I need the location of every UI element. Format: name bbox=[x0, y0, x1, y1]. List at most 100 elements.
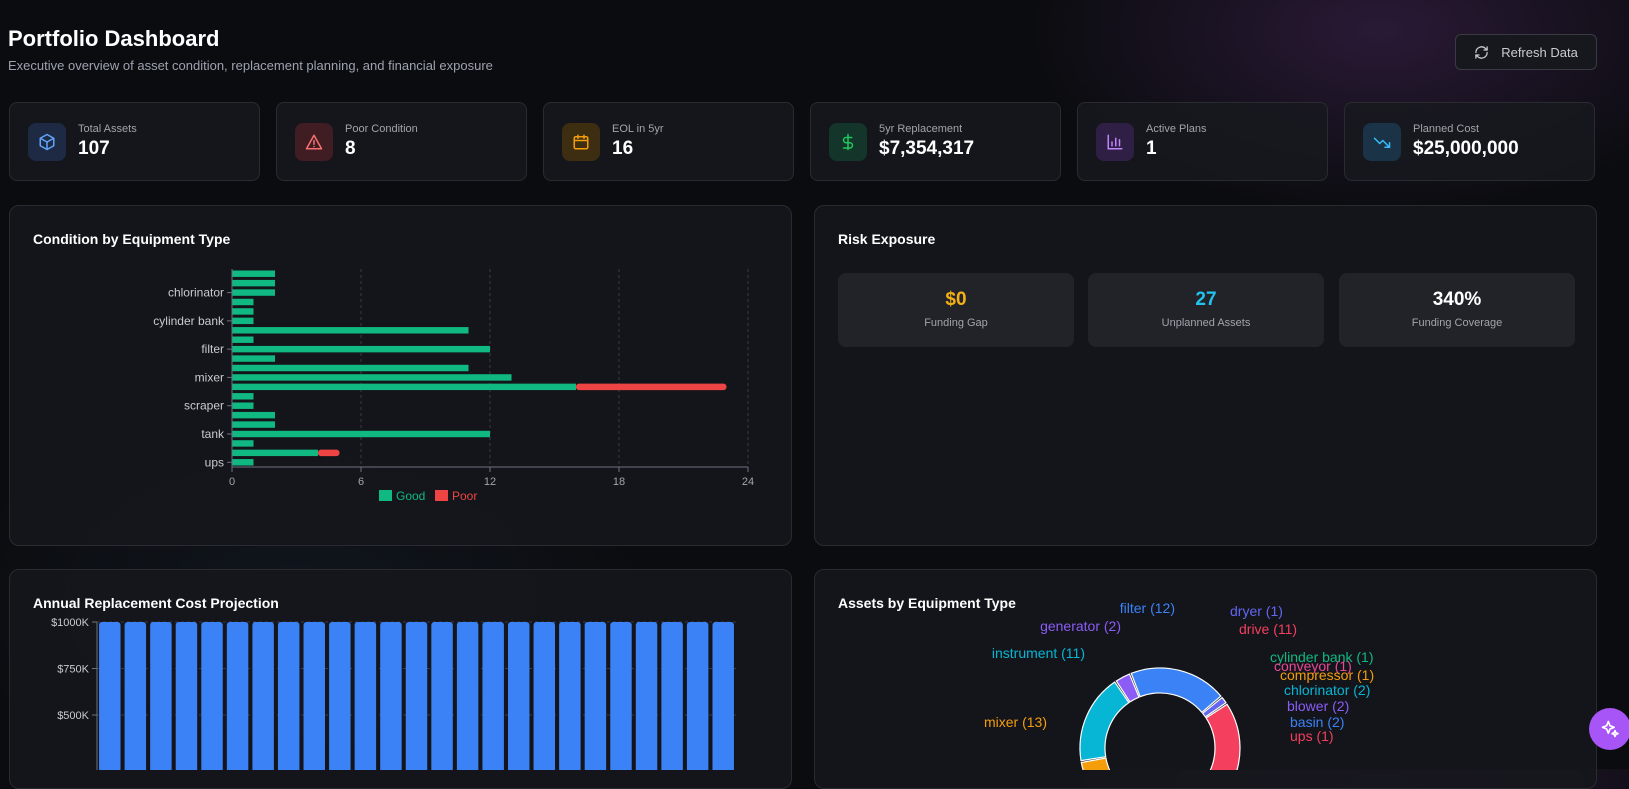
cost-bar bbox=[584, 622, 607, 770]
cost-bar bbox=[277, 622, 300, 770]
kpi-label: 5yr Replacement bbox=[879, 123, 963, 135]
y-tick-label: scraper bbox=[184, 399, 224, 413]
slice-label: filter (12) bbox=[1120, 600, 1175, 616]
kpi-active-plans[interactable]: Active Plans 1 bbox=[1077, 102, 1328, 181]
slice-label: generator (2) bbox=[1040, 618, 1121, 634]
x-tick-label: 12 bbox=[484, 476, 496, 488]
y-tick-label: ups bbox=[205, 455, 224, 469]
good-bar bbox=[232, 421, 275, 428]
kpi-value: 107 bbox=[78, 138, 110, 159]
unplanned-assets-value: 27 bbox=[1195, 289, 1217, 310]
kpi-label: Poor Condition bbox=[345, 123, 418, 135]
good-bar bbox=[232, 449, 318, 457]
cost-bar bbox=[405, 622, 428, 770]
kpi-label: Planned Cost bbox=[1413, 123, 1480, 135]
poor-bar bbox=[576, 383, 727, 391]
good-bar bbox=[232, 440, 254, 447]
y-tick-label: tank bbox=[201, 427, 225, 441]
card-title: Annual Replacement Cost Projection bbox=[33, 595, 279, 611]
legend-label-good: Good bbox=[396, 489, 425, 503]
donut-slice bbox=[1080, 757, 1111, 770]
kpi-eol-5yr[interactable]: EOL in 5yr 16 bbox=[543, 102, 794, 181]
cost-bar bbox=[508, 622, 530, 770]
x-tick-label: 18 bbox=[613, 476, 625, 488]
slice-label: drive (11) bbox=[1239, 621, 1297, 637]
good-bar bbox=[232, 430, 490, 438]
card-title: Assets by Equipment Type bbox=[838, 595, 1016, 611]
good-bar bbox=[232, 411, 275, 419]
ai-assistant-button[interactable] bbox=[1589, 708, 1629, 750]
cost-bar bbox=[252, 622, 274, 770]
page-subtitle: Executive overview of asset condition, r… bbox=[8, 58, 493, 73]
kpi-label: Active Plans bbox=[1146, 123, 1207, 135]
cost-bar bbox=[380, 622, 402, 770]
good-bar bbox=[232, 298, 254, 306]
funding-gap-label: Funding Gap bbox=[924, 317, 988, 329]
cost-bar bbox=[329, 622, 351, 770]
donut-slice bbox=[1115, 673, 1140, 703]
cost-bar bbox=[661, 622, 683, 770]
slice-label: instrument (11) bbox=[992, 645, 1085, 661]
slice-label: dryer (1) bbox=[1230, 603, 1283, 619]
donut-slice bbox=[1130, 667, 1222, 714]
cost-bar bbox=[175, 622, 198, 770]
good-bar bbox=[232, 374, 512, 381]
risk-exposure-card: Risk Exposure $0 Funding Gap 27 Unplanne… bbox=[814, 205, 1597, 546]
cost-bar bbox=[635, 622, 658, 770]
good-bar bbox=[232, 345, 490, 353]
good-bar bbox=[232, 289, 275, 296]
card-title: Condition by Equipment Type bbox=[33, 231, 231, 247]
legend-label-poor: Poor bbox=[452, 489, 477, 503]
slice-label: cylinder bank (1) bbox=[1270, 649, 1374, 665]
kpi-row: Total Assets 107 Poor Condition 8 EOL in 5… bbox=[9, 102, 1595, 181]
bar-chart-icon bbox=[1096, 122, 1134, 161]
kpi-planned-cost[interactable]: Planned Cost $25,000,000 bbox=[1344, 102, 1595, 181]
donut-slice bbox=[1205, 703, 1241, 770]
funding-coverage-label: Funding Coverage bbox=[1411, 317, 1503, 329]
slice-label: blower (2) bbox=[1287, 698, 1349, 714]
y-tick-label: $750K bbox=[57, 664, 89, 676]
cost-bar bbox=[533, 622, 556, 770]
cost-bar bbox=[686, 622, 709, 770]
y-tick-label: mixer bbox=[195, 370, 224, 384]
cost-bar bbox=[226, 622, 249, 770]
funding-gap-value: $0 bbox=[945, 289, 967, 310]
funding-coverage-box: 340% Funding Coverage bbox=[1339, 273, 1575, 347]
page-header: Portfolio Dashboard Executive overview o… bbox=[8, 26, 493, 73]
kpi-value: 8 bbox=[345, 138, 356, 159]
good-bar bbox=[232, 383, 576, 391]
dollar-icon bbox=[829, 122, 867, 161]
cost-bar bbox=[610, 622, 632, 770]
cost-bar bbox=[150, 622, 172, 770]
cost-bar bbox=[456, 622, 479, 770]
y-tick-label: $500K bbox=[57, 710, 89, 722]
legend-swatch-poor bbox=[435, 490, 448, 501]
cost-bar bbox=[99, 622, 121, 770]
good-bar bbox=[232, 327, 469, 334]
condition-by-type-card: Condition by Equipment Type 0 6 12 18 24 chlo… bbox=[9, 205, 792, 546]
kpi-5yr-replacement[interactable]: 5yr Replacement $7,354,317 bbox=[810, 102, 1061, 181]
cost-bar bbox=[482, 622, 504, 770]
good-bar bbox=[232, 459, 254, 466]
cost-bar bbox=[354, 622, 377, 770]
good-bar bbox=[232, 355, 275, 362]
kpi-label: Total Assets bbox=[78, 123, 137, 135]
assets-by-type-card: Assets by Equipment Type filter (12) drye… bbox=[814, 569, 1597, 789]
refresh-data-button[interactable]: Refresh Data bbox=[1455, 34, 1597, 70]
funding-gap-box: $0 Funding Gap bbox=[838, 273, 1074, 347]
slice-label: mixer (13) bbox=[984, 714, 1047, 730]
annual-cost-chart: $1000K $750K $500K bbox=[51, 617, 736, 770]
good-bar bbox=[232, 279, 275, 287]
alert-triangle-icon bbox=[295, 122, 333, 161]
condition-chart: 0 6 12 18 24 chlorinator cylinder bank filter mi… bbox=[153, 269, 754, 503]
kpi-poor-condition[interactable]: Poor Condition 8 bbox=[276, 102, 527, 181]
slice-label: compressor (1) bbox=[1280, 667, 1374, 683]
assets-donut-chart: filter (12) dryer (1) drive (11) cylinder b… bbox=[984, 600, 1374, 770]
y-tick-label: chlorinator bbox=[168, 286, 224, 300]
kpi-value: 16 bbox=[612, 138, 634, 159]
y-tick-label: filter bbox=[201, 342, 224, 356]
donut-slice bbox=[1079, 681, 1130, 762]
good-bar bbox=[232, 364, 469, 372]
y-tick-label: cylinder bank bbox=[153, 314, 225, 328]
kpi-total-assets[interactable]: Total Assets 107 bbox=[9, 102, 260, 181]
